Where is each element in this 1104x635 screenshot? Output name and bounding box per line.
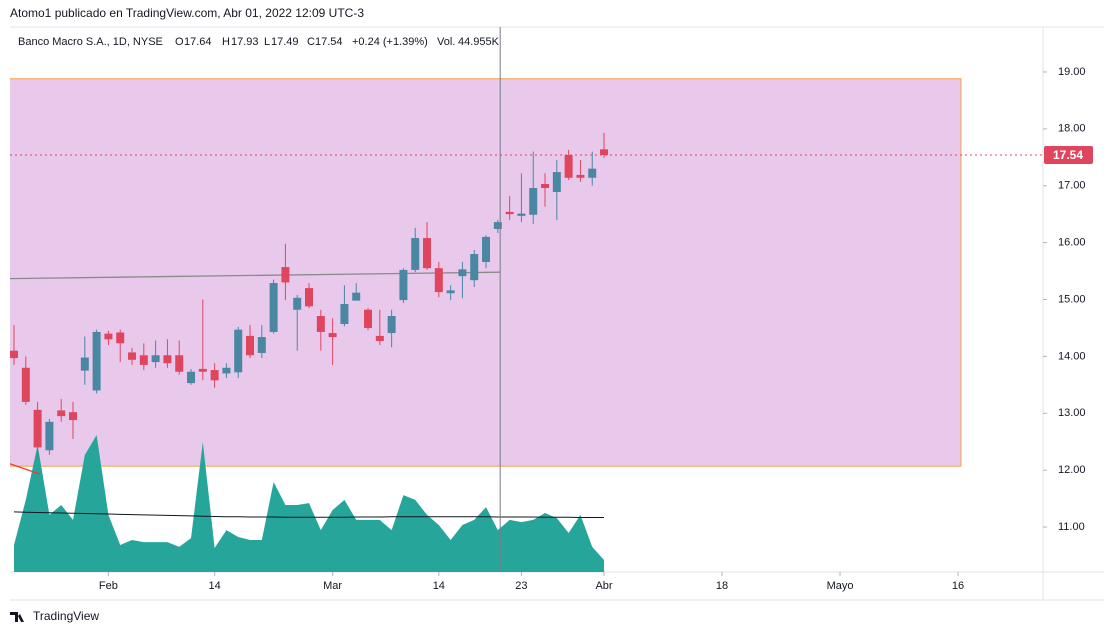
legend-label: Vol. [437, 36, 455, 48]
candle-body [529, 187, 538, 215]
candle-body [446, 290, 455, 294]
legend-value: 17.54 [315, 36, 343, 48]
candle-body [10, 350, 19, 359]
legend-label: L [264, 36, 270, 48]
candle-body [482, 236, 491, 262]
candle-body [151, 355, 160, 363]
legend-label: O [175, 36, 184, 48]
candle-body [163, 355, 172, 364]
y-tick-label: 19.00 [1058, 66, 1086, 78]
legend-value: 17.93 [231, 36, 259, 48]
candle-body [576, 174, 585, 178]
candle-body [175, 355, 184, 372]
candle-body [305, 288, 314, 307]
legend-label: C [307, 36, 315, 48]
x-tick-label: 23 [515, 580, 527, 592]
candle-body [517, 213, 526, 216]
legend-value: 17.64 [184, 36, 212, 48]
plot [10, 27, 1043, 572]
logo-icon [10, 612, 24, 622]
x-tick-label: 18 [716, 580, 728, 592]
price-label-box [1044, 146, 1093, 165]
x-tick-label: 16 [952, 580, 964, 592]
legend-change: +0.24 (+1.39%) [352, 36, 428, 48]
candle-body [564, 155, 573, 178]
volume-area [14, 435, 605, 572]
y-tick-label: 11.00 [1058, 521, 1085, 533]
price-label: 17.54 [1053, 148, 1083, 162]
candle-body [80, 357, 89, 371]
candle-body [257, 337, 266, 353]
candle-body [364, 309, 373, 328]
candle-body [21, 367, 30, 402]
candle-body [293, 297, 302, 310]
candle-body [128, 352, 137, 360]
candle-body [399, 269, 408, 301]
symbol: Banco Macro S.A., 1D, NYSE [18, 36, 163, 48]
candle-body [423, 238, 432, 269]
candle-body [375, 335, 384, 342]
y-tick-label: 14.00 [1058, 350, 1086, 362]
x-tick-label: Abr [595, 580, 612, 592]
candle-body [352, 292, 361, 301]
candle-body [505, 211, 514, 215]
candle-body [104, 333, 113, 340]
candle-body [340, 304, 349, 324]
candle-body [493, 222, 502, 229]
candle-body [269, 283, 278, 332]
trend-line [10, 463, 41, 475]
legend-value: 17.49 [271, 36, 299, 48]
candle-body [187, 371, 196, 384]
y-tick-label: 17.00 [1058, 180, 1086, 192]
candle-body [434, 268, 443, 293]
trend-line [10, 271, 501, 280]
candle-body [222, 367, 231, 374]
candle-body [33, 409, 42, 448]
legend-label: H [222, 36, 230, 48]
candle-body [57, 410, 66, 417]
volume-ma [14, 511, 605, 519]
candle-body [198, 368, 207, 372]
header: Atomo1 publicado en TradingView.com, Abr… [10, 6, 364, 20]
y-tick-label: 15.00 [1058, 293, 1086, 305]
x-tick-label: 14 [433, 580, 445, 592]
legend-value: 44.955K [458, 36, 500, 48]
candle-body [470, 253, 479, 281]
x-tick-label: Feb [99, 580, 118, 592]
legend: Banco Macro S.A., 1D, NYSE O 17.64 H 17.… [18, 36, 500, 48]
candle-body [458, 269, 467, 277]
candle-body [116, 332, 125, 344]
candle-body [600, 149, 609, 156]
footer: TradingView [33, 609, 99, 623]
candle-body [316, 315, 325, 332]
y-tick-label: 18.00 [1058, 123, 1086, 135]
y-tick-label: 12.00 [1058, 464, 1086, 476]
candle-body [45, 421, 54, 451]
candle-body [246, 335, 255, 356]
candle-body [210, 370, 219, 381]
candle-body [552, 172, 561, 192]
candle-body [387, 315, 396, 334]
candle-body [234, 329, 243, 373]
x-tick-label: 14 [208, 580, 220, 592]
footer-logo: TradingView [10, 609, 99, 623]
y-tick-label: 16.00 [1058, 237, 1086, 249]
candle-body [328, 333, 337, 338]
candle-body [541, 184, 550, 188]
candle-body [588, 168, 597, 178]
candle-body [281, 267, 290, 283]
candle-body [411, 238, 420, 270]
candle-body [139, 355, 148, 365]
candle-body [92, 331, 101, 391]
y-tick-label: 13.00 [1058, 407, 1086, 419]
x-tick-label: Mar [323, 580, 342, 592]
candle-body [69, 412, 78, 421]
x-tick-label: Mayo [827, 580, 854, 592]
